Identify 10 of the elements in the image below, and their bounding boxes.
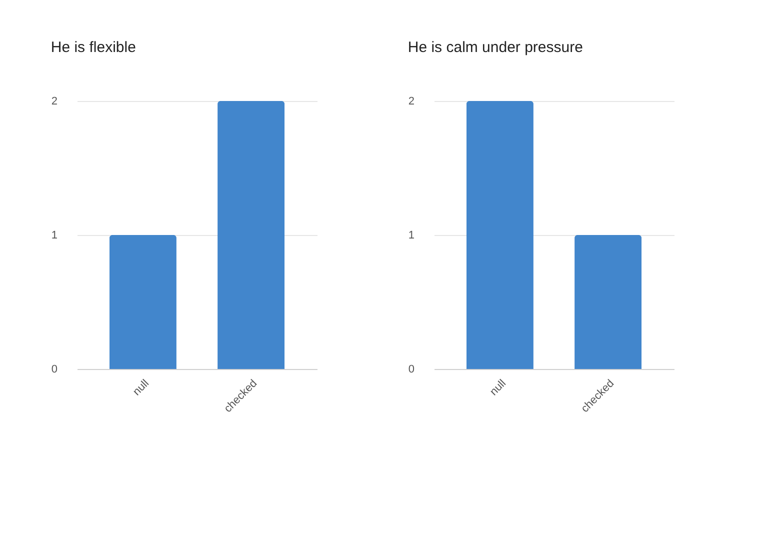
y-tick-label: 1 (51, 230, 58, 242)
chart-title: He is calm under pressure (408, 39, 583, 56)
y-tick-label: 2 (51, 96, 58, 108)
y-tick-label: 0 (51, 364, 58, 376)
y-tick-label: 0 (408, 364, 414, 376)
x-tick-label: null (130, 378, 152, 398)
y-tick-label: 2 (408, 96, 414, 108)
y-tick-label: 1 (408, 230, 414, 242)
x-tick-label: null (488, 378, 508, 398)
chart-title: He is flexible (50, 39, 136, 56)
